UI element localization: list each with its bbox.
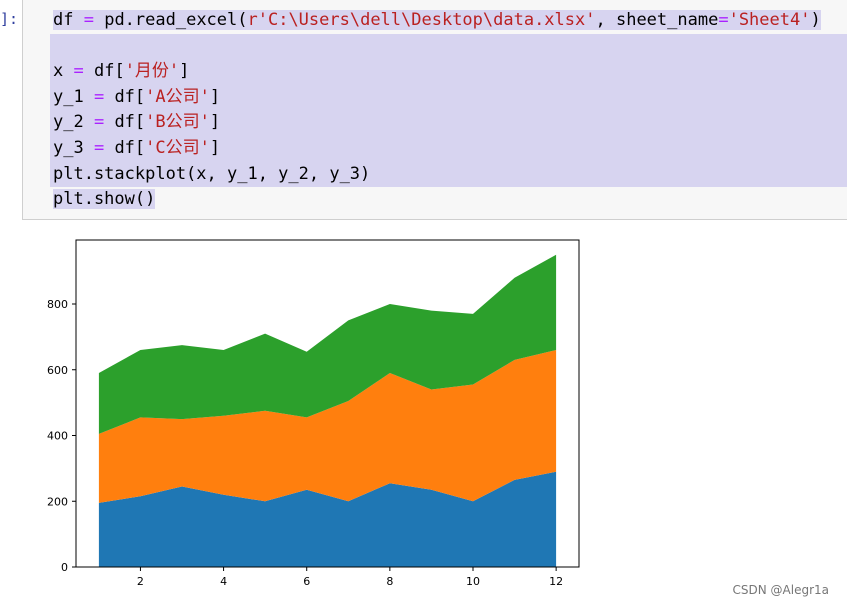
y-tick-label: 400 xyxy=(47,430,68,443)
code-line xyxy=(50,33,847,60)
code-token: = xyxy=(83,10,94,30)
code-cell[interactable]: df = pd.read_excel(r'C:\Users\dell\Deskt… xyxy=(22,0,847,220)
stack-area-3 xyxy=(98,254,557,434)
code-token: = xyxy=(73,61,84,82)
plot-areas xyxy=(98,254,557,567)
code-line: y_2 = df['B公司'] xyxy=(50,110,847,136)
code-token: , sheet_name xyxy=(595,10,719,30)
code-token: r'C:\Users\dell\Desktop\data.xlsx' xyxy=(247,10,596,30)
code-token: y_1 xyxy=(53,86,94,107)
y-tick-label: 200 xyxy=(47,495,68,508)
code-token: 'C公司' xyxy=(145,137,210,158)
code-token: = xyxy=(718,10,729,30)
code-token: 'Sheet4' xyxy=(728,10,811,30)
code-token: x xyxy=(53,61,74,82)
code-token: ] xyxy=(209,137,221,158)
code-token: df[ xyxy=(104,137,146,158)
code-token: = xyxy=(93,112,105,133)
code-token: ] xyxy=(209,86,221,107)
y-tick-label: 800 xyxy=(47,298,68,311)
code-token: y_3 xyxy=(53,137,94,158)
code-token: plt.show() xyxy=(53,189,156,210)
cell-prompt: ]: xyxy=(0,10,19,28)
y-ticks: 0 200 400 600 800 xyxy=(47,298,76,574)
x-tick-label: 4 xyxy=(220,575,227,588)
code-editor[interactable]: df = pd.read_excel(r'C:\Users\dell\Deskt… xyxy=(50,8,847,213)
stack-area-1 xyxy=(98,471,557,567)
code-line: x = df['月份'] xyxy=(50,59,847,85)
code-token: 'B公司' xyxy=(145,112,210,133)
x-tick-label: 8 xyxy=(386,575,393,588)
y-tick-label: 0 xyxy=(61,561,68,574)
code-line: plt.show() xyxy=(53,187,821,213)
code-token: ) xyxy=(810,10,821,30)
code-token: y_2 xyxy=(53,112,94,133)
code-token: ] xyxy=(209,112,221,133)
y-tick-label: 600 xyxy=(47,364,68,377)
code-token: df[ xyxy=(83,61,125,82)
code-token: ] xyxy=(179,61,190,82)
code-token: pd.read_excel( xyxy=(93,10,248,30)
x-tick-label: 6 xyxy=(303,575,310,588)
watermark: CSDN @Alegr1a xyxy=(732,583,830,597)
code-token: = xyxy=(93,137,105,158)
axes-frame xyxy=(75,239,580,568)
stack-area-2 xyxy=(98,350,557,503)
stackplot-chart: 2 4 6 8 10 12 0 200 400 600 800 xyxy=(47,239,580,588)
code-token: 'A公司' xyxy=(145,86,210,107)
code-token: df xyxy=(53,10,84,30)
x-tick-label: 12 xyxy=(549,575,563,588)
code-token: = xyxy=(93,86,105,107)
code-line: plt.stackplot(x, y_1, y_2, y_3) xyxy=(50,161,847,188)
x-tick-label: 10 xyxy=(466,575,480,588)
code-line: df = pd.read_excel(r'C:\Users\dell\Deskt… xyxy=(53,8,821,34)
code-token: df[ xyxy=(104,112,146,133)
code-token: plt.stackplot(x, y_1, y_2, y_3) xyxy=(53,163,371,184)
code-token: '月份' xyxy=(124,61,180,82)
code-line: y_1 = df['A公司'] xyxy=(50,84,847,111)
x-ticks: 2 4 6 8 10 12 xyxy=(137,567,563,588)
x-tick-label: 2 xyxy=(137,575,144,588)
code-token: df[ xyxy=(104,86,146,107)
code-line: y_3 = df['C公司'] xyxy=(50,135,847,162)
